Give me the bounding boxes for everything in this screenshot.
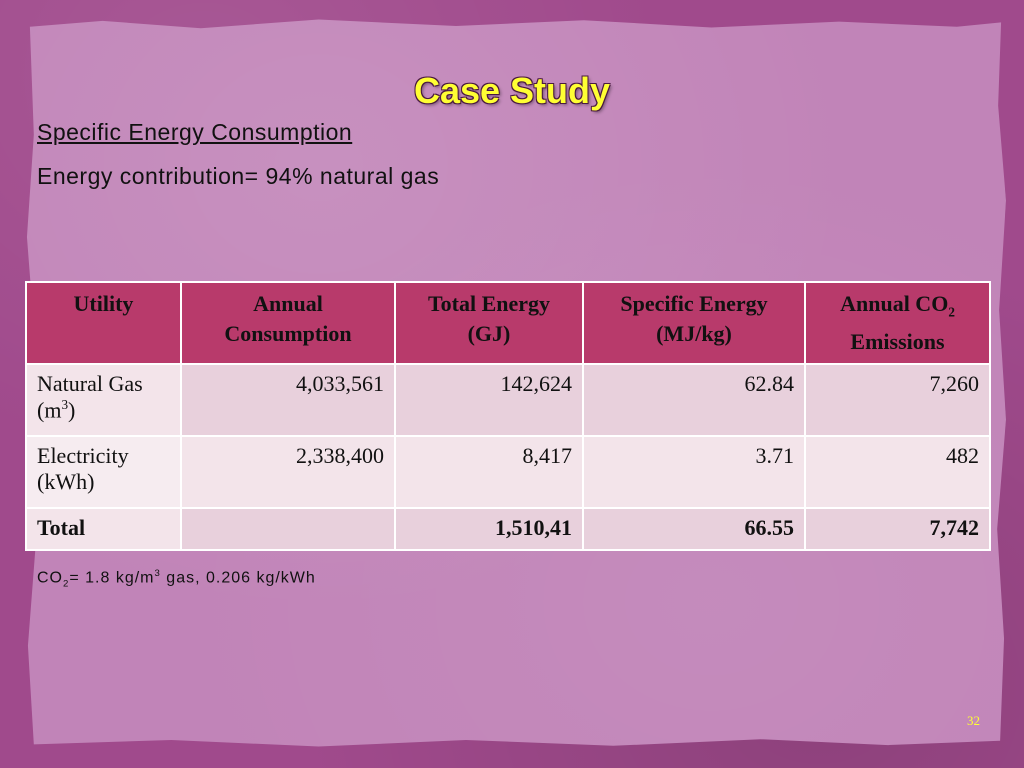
footnote-gas-factor: = 1.8 kg/m <box>69 569 155 587</box>
cell-specific-energy: 62.84 <box>582 363 806 438</box>
footnote: CO2= 1.8 kg/m3 gas, 0.206 kg/kWh <box>37 568 316 590</box>
cell-co2: 7,260 <box>804 363 991 438</box>
header-co2-emissions: Annual CO2 Emissions <box>804 280 991 366</box>
footnote-co: CO <box>37 569 63 587</box>
cell-utility: Electricity (kWh) <box>25 435 182 510</box>
slide-title: Case Study <box>413 70 611 111</box>
utility-label: Natural Gas (m <box>37 371 143 423</box>
cell-specific-energy: 3.71 <box>582 435 806 510</box>
table-row-total: Total 1,510,41 66.55 7,742 <box>25 507 991 552</box>
table-row: Natural Gas (m3) 4,033,561 142,624 62.84… <box>25 363 991 438</box>
page-number: 32 <box>967 713 980 728</box>
footnote-electric-factor: gas, 0.206 kg/kWh <box>160 569 316 587</box>
cell-total-energy: 8,417 <box>394 435 584 510</box>
header-specific-energy: Specific Energy (MJ/kg) <box>582 280 806 366</box>
header-utility: Utility <box>25 280 182 366</box>
cell-consumption <box>180 507 396 552</box>
header-co2-label: Annual CO <box>840 291 949 316</box>
header-co2-subscript: 2 <box>948 304 955 320</box>
cell-total-energy: 142,624 <box>394 363 584 438</box>
cell-utility: Total <box>25 507 182 552</box>
utility-superscript: 3 <box>61 397 69 413</box>
subheading: Specific Energy Consumption <box>37 119 353 145</box>
energy-table: Utility Annual Consumption Total Energy … <box>25 280 991 552</box>
cell-utility: Natural Gas (m3) <box>25 363 182 438</box>
header-co2-rest: Emissions <box>850 329 945 355</box>
cell-consumption: 4,033,561 <box>180 363 396 438</box>
table-header-row: Utility Annual Consumption Total Energy … <box>25 280 991 366</box>
table-row: Electricity (kWh) 2,338,400 8,417 3.71 4… <box>25 435 991 510</box>
cell-co2: 482 <box>804 435 991 510</box>
utility-label-end: ) <box>68 397 76 423</box>
footnote-co-subscript: 2 <box>63 578 70 590</box>
cell-consumption: 2,338,400 <box>180 435 396 510</box>
cell-total-energy: 1,510,41 <box>394 507 584 552</box>
footnote-m-superscript: 3 <box>154 568 161 579</box>
body-text: Energy contribution= 94% natural gas <box>37 163 440 189</box>
header-total-energy: Total Energy (GJ) <box>394 280 584 366</box>
cell-specific-energy: 66.55 <box>582 507 806 552</box>
header-annual-consumption: Annual Consumption <box>180 280 396 366</box>
cell-co2: 7,742 <box>804 507 991 552</box>
